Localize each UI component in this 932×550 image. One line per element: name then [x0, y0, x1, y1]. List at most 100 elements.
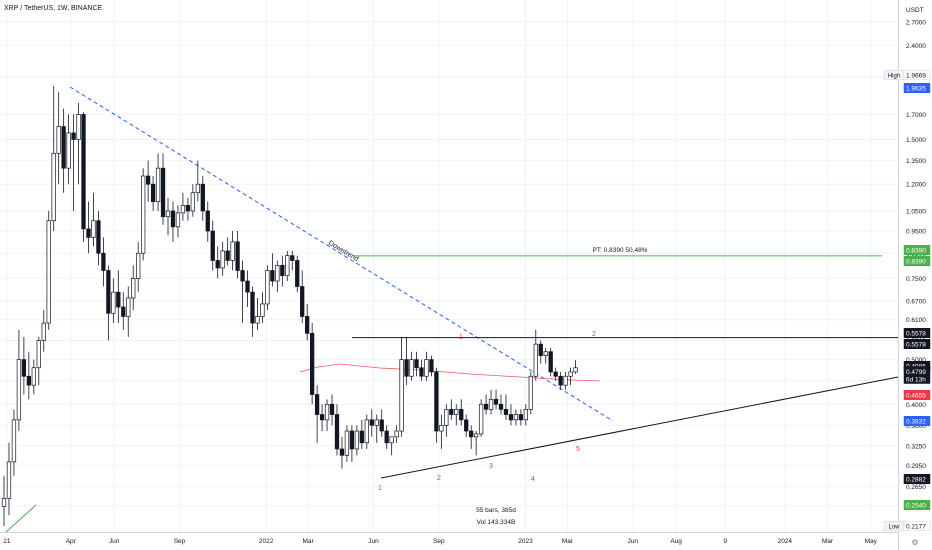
candle-body	[160, 167, 166, 218]
candle-body	[424, 359, 429, 377]
support-trendline	[380, 376, 899, 479]
candle-body	[190, 192, 196, 212]
time-tick-label: Sep	[174, 538, 186, 545]
candle-body	[175, 212, 181, 228]
time-tick-label: 21	[3, 538, 11, 545]
candle-body	[250, 291, 255, 324]
candle-body	[270, 270, 275, 282]
candle-body	[185, 204, 191, 212]
candle-body	[309, 332, 315, 395]
candle-body	[513, 414, 519, 421]
candle-body	[21, 359, 27, 377]
time-tick-label: Mar	[822, 538, 834, 545]
candle-body	[439, 425, 444, 432]
price-tick-label: 0.3600	[906, 423, 926, 430]
candle-body	[205, 210, 210, 232]
price-badge-tag-label: Low	[888, 525, 900, 531]
time-tick-label: Mar	[302, 538, 314, 545]
time-tick-label: 2022	[259, 538, 274, 545]
price-tick-label: 0.6700	[906, 298, 926, 305]
candle-body	[369, 419, 374, 426]
candle-body	[508, 414, 514, 421]
candle-body	[255, 316, 260, 324]
currency-label: USDT	[906, 7, 924, 14]
price-tick-label: 1.5000	[906, 137, 926, 144]
price-badge-value: 0.4655	[906, 393, 926, 400]
price-tick-label: 0.2950	[906, 463, 926, 470]
candle-body	[131, 277, 136, 299]
candle-body	[145, 175, 151, 185]
candle-body	[354, 430, 360, 450]
wave-label: 2	[437, 475, 441, 482]
candle-body	[51, 152, 56, 222]
time-tick-label: Jun	[109, 538, 120, 545]
candle-body	[155, 167, 161, 202]
price-badge	[903, 366, 931, 384]
price-badge	[903, 245, 931, 255]
candle-body	[285, 255, 290, 277]
candle-body	[474, 433, 479, 438]
price-badge-value: 0.2540	[906, 503, 926, 510]
candle-body	[141, 175, 146, 254]
candle-body	[61, 126, 66, 169]
candle-body	[170, 210, 176, 228]
candle-body	[379, 419, 384, 432]
candle-body	[319, 414, 325, 421]
candle-body	[11, 419, 17, 463]
candle-body	[265, 270, 270, 305]
candle-body	[399, 359, 404, 432]
candle-body	[454, 408, 459, 415]
candle-body	[220, 250, 225, 269]
time-tick-label: Aug	[670, 538, 682, 545]
wave-label: 2	[592, 331, 596, 338]
candle-body	[26, 375, 31, 386]
price-badge	[903, 328, 931, 338]
price-badge	[903, 390, 931, 400]
price-badge-countdown: 6d 13h	[906, 377, 926, 384]
candle-body	[106, 270, 111, 314]
candle-body	[359, 430, 364, 444]
candle-body	[374, 419, 379, 426]
candle-body	[305, 316, 310, 334]
time-tick-label: 9	[723, 538, 727, 545]
candle-body	[518, 414, 524, 421]
candle-body	[563, 375, 568, 386]
price-badge	[903, 521, 931, 531]
price-badge-value: 0.8390	[906, 248, 926, 255]
price-badge-value: 0.5578	[906, 342, 926, 349]
candle-body	[245, 280, 250, 293]
candle-body	[300, 286, 305, 317]
candle-body	[136, 252, 141, 279]
price-tick-label: 0.6100	[906, 317, 926, 324]
price-tick-label: 1.2000	[906, 182, 926, 189]
candle-body	[96, 220, 101, 254]
candle-body	[1, 498, 7, 507]
price-badge-value: 0.3832	[906, 419, 926, 426]
symbol-title: XRP / TetherUS, 1W, BINANCE	[4, 5, 103, 12]
price-badge-value: 0.8390	[906, 259, 926, 266]
candle-body	[76, 114, 81, 140]
candle-body	[409, 359, 414, 377]
candle-body	[523, 408, 528, 421]
candle-body	[260, 303, 265, 317]
candle-body	[503, 408, 509, 415]
candle-body	[414, 359, 419, 369]
candle-body	[394, 430, 399, 438]
candle-body	[573, 367, 578, 373]
candle-body	[548, 351, 553, 373]
candle-body	[553, 371, 558, 377]
price-tick-label: 0.9500	[906, 228, 926, 235]
price-tick-label: 1.7000	[906, 112, 926, 119]
time-tick-label: Sep	[433, 538, 445, 545]
candle-body	[56, 126, 61, 154]
candle-body	[543, 351, 548, 356]
price-tick-label: 2.7000	[906, 19, 926, 26]
candle-body	[180, 204, 186, 214]
candle-body	[86, 228, 91, 238]
candle-body	[280, 265, 285, 277]
candle-body	[469, 430, 474, 438]
candle-body	[344, 430, 350, 456]
candle-body	[6, 461, 12, 499]
price-tick-label: 0.3250	[906, 443, 926, 450]
